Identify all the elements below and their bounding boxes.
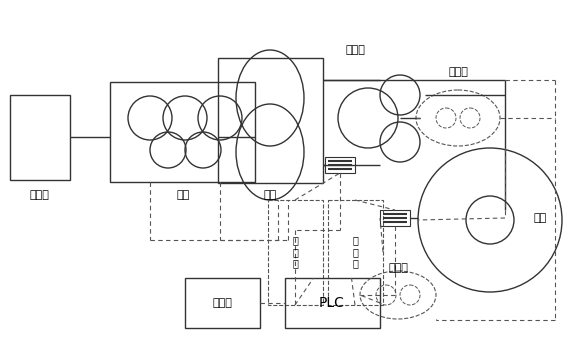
Text: 烘筒: 烘筒 [263, 190, 276, 200]
Text: 变
频
器: 变 频 器 [352, 235, 358, 269]
Text: PLC: PLC [319, 296, 345, 310]
Bar [285, 278, 380, 328]
Bar [380, 210, 410, 226]
Bar [325, 157, 355, 173]
Text: 编码器: 编码器 [448, 67, 468, 77]
Text: 牵引辊: 牵引辊 [345, 45, 365, 55]
Bar [328, 200, 383, 305]
Bar [185, 278, 260, 328]
Text: 经轴架: 经轴架 [29, 190, 49, 200]
Text: 编码器: 编码器 [388, 263, 408, 273]
Bar [268, 200, 323, 305]
Text: 触摸屏: 触摸屏 [212, 298, 232, 308]
Text: 收卷: 收卷 [534, 213, 547, 223]
Bar [218, 58, 323, 183]
Text: 变
频
器: 变 频 器 [292, 235, 298, 269]
Text: 浆槽: 浆槽 [176, 190, 190, 200]
Bar [110, 82, 255, 182]
Bar [10, 95, 70, 180]
